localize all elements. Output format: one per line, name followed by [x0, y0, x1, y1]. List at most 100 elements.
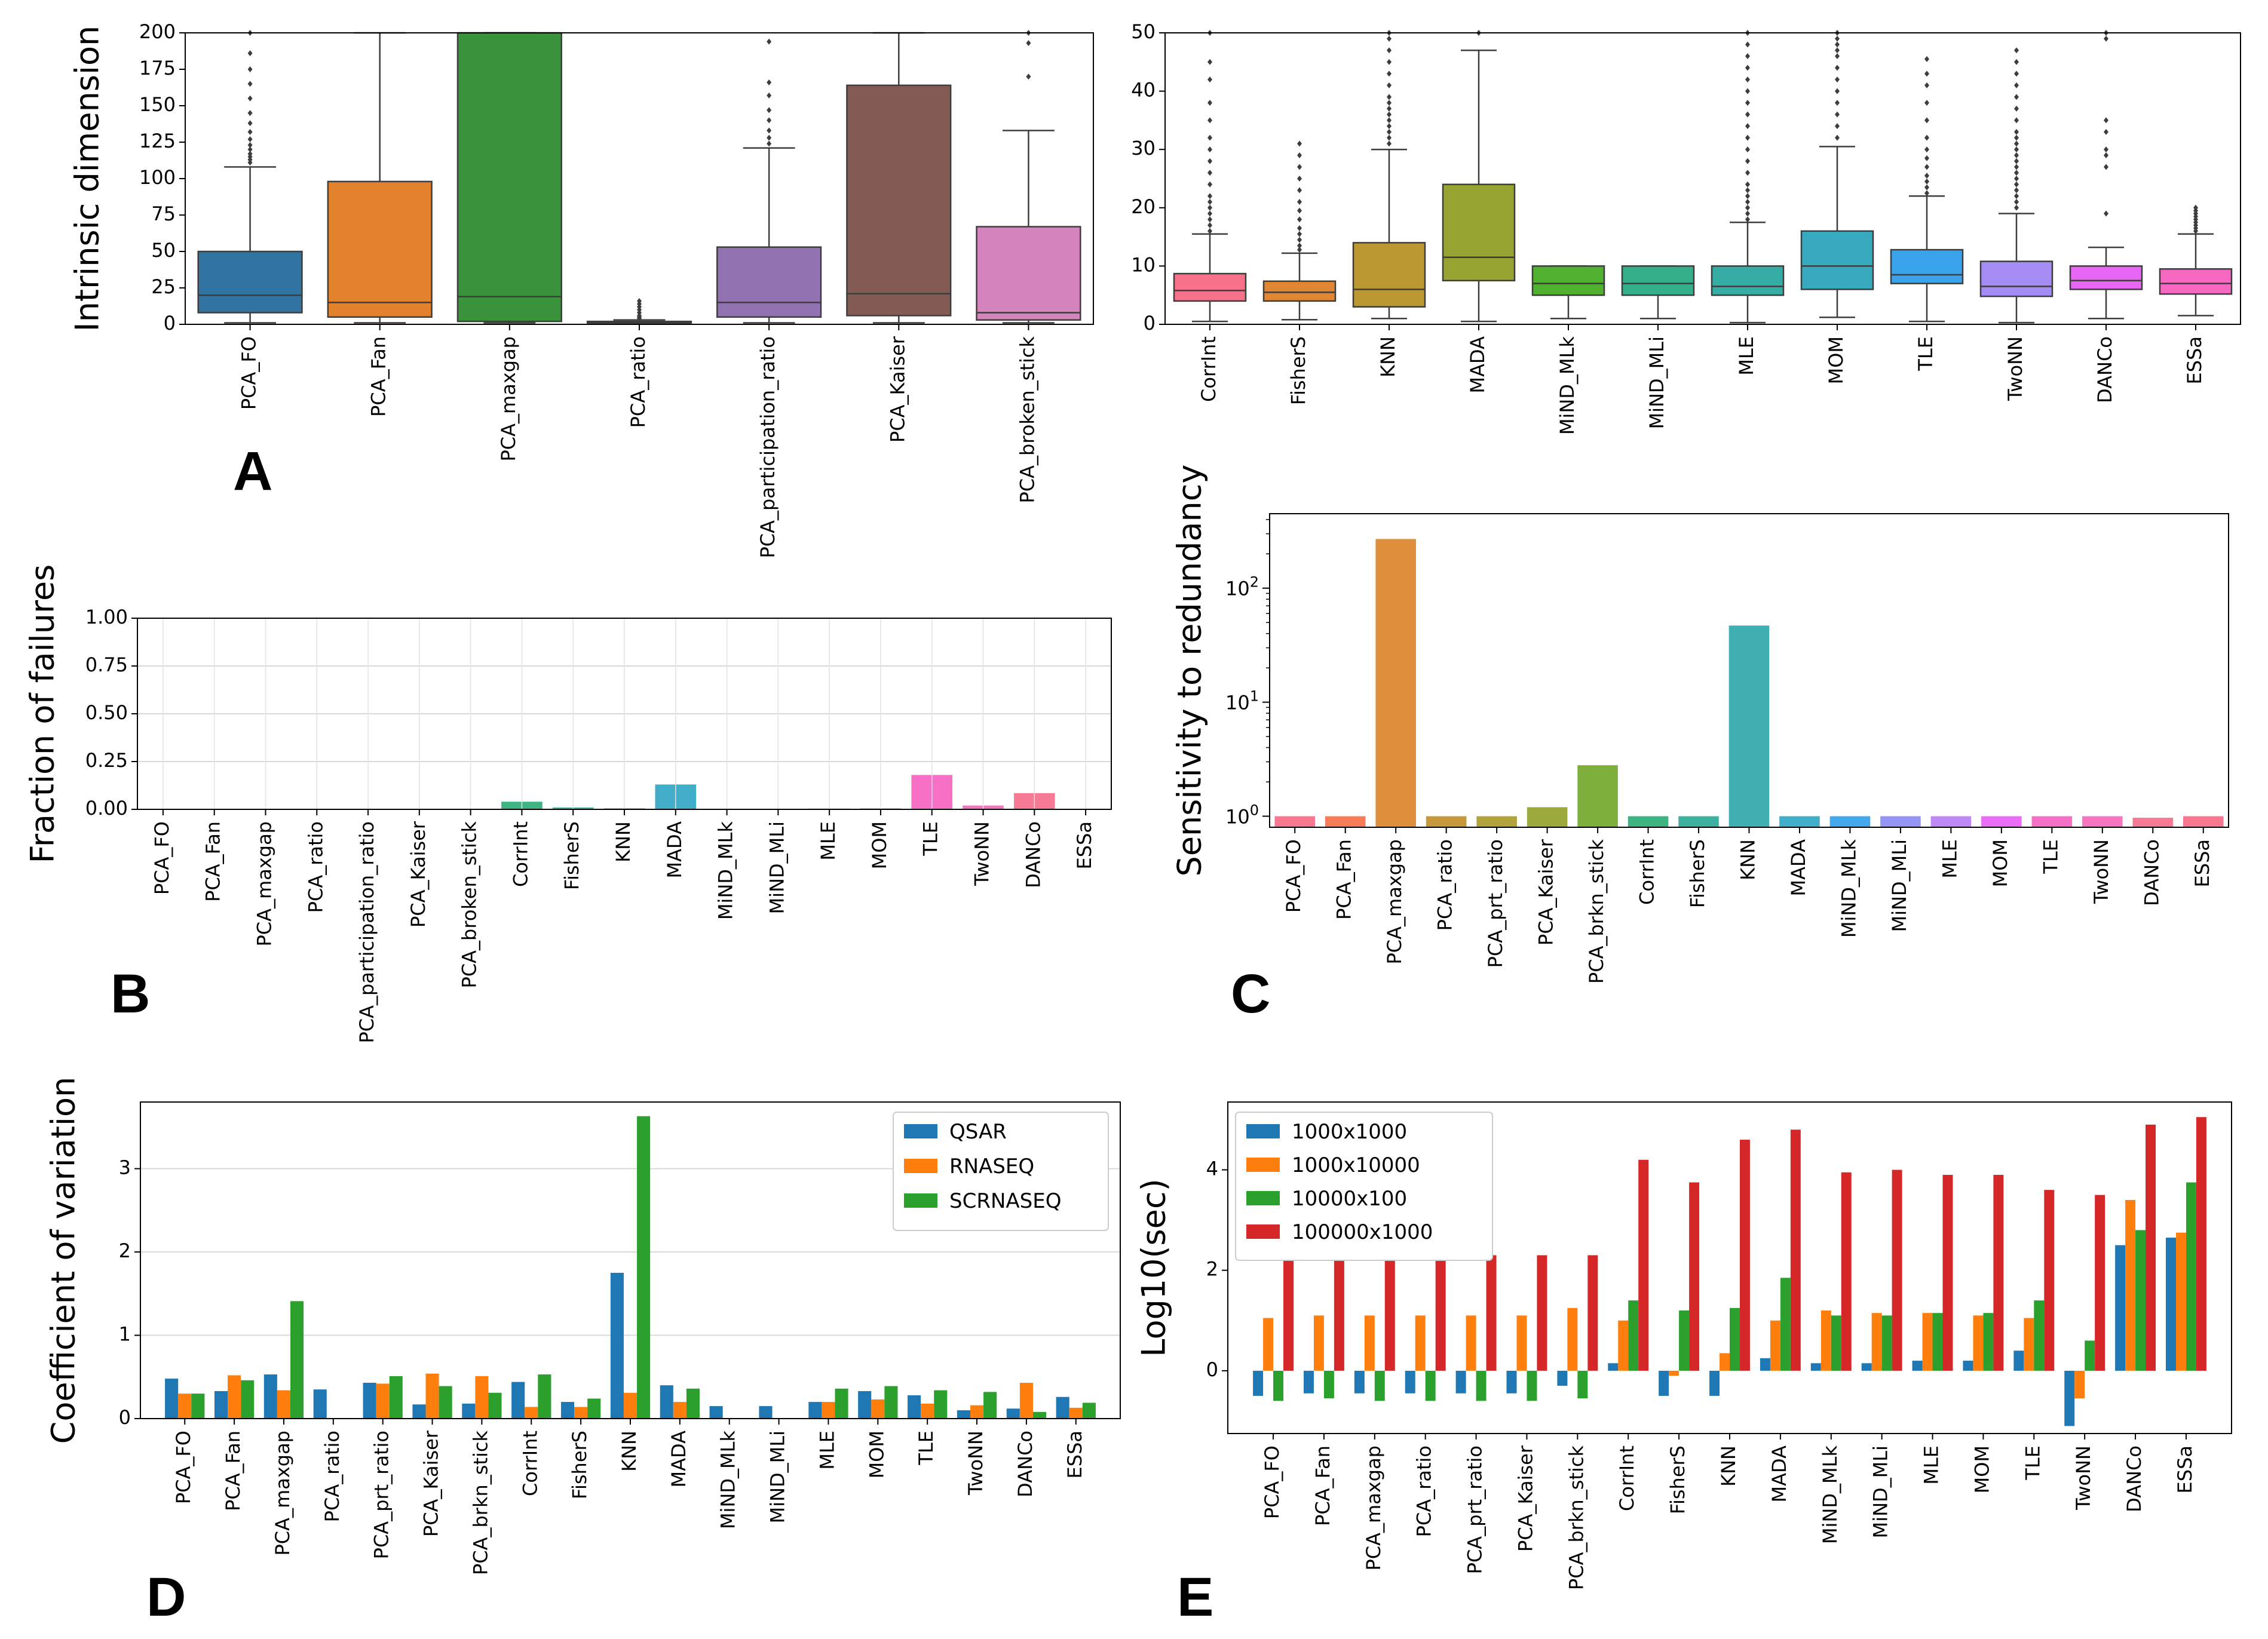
- x-tick-label: DANCo: [1014, 1431, 1037, 1497]
- outlier-point: [1387, 123, 1392, 130]
- x-tick-label: PCA_maxgap: [497, 336, 520, 461]
- bar: [1638, 1159, 1649, 1371]
- bar: [2082, 816, 2123, 827]
- outlier-point: [1387, 105, 1392, 112]
- outlier-point: [2014, 152, 2019, 158]
- x-tick-label: MADA: [1466, 336, 1489, 394]
- x-tick-label: PCA_ratio: [1413, 1445, 1436, 1537]
- bar: [709, 1406, 723, 1419]
- bar: [1082, 1402, 1096, 1419]
- bar: [1932, 1313, 1943, 1371]
- bar: [970, 1405, 984, 1419]
- outlier-point: [1297, 176, 1302, 182]
- outlier-point: [1387, 140, 1392, 147]
- bar: [1516, 1315, 1527, 1371]
- outlier-point: [2014, 199, 2019, 205]
- outlier-point: [1745, 158, 1750, 164]
- outlier-point: [1745, 181, 1750, 188]
- outlier-point: [1745, 204, 1750, 211]
- y-tick-label: 0.75: [85, 653, 128, 676]
- x-tick-label: PCA_Fan: [202, 821, 225, 902]
- bar: [165, 1379, 179, 1419]
- bar: [1780, 1278, 1791, 1371]
- bar: [686, 1388, 700, 1419]
- outlier-point: [2104, 128, 2108, 135]
- x-tick-label: MiND_MLi: [1869, 1445, 1892, 1538]
- bar: [2196, 1117, 2206, 1371]
- outlier-point: [1745, 88, 1750, 94]
- bar: [1537, 1255, 1547, 1371]
- bar: [1689, 1182, 1700, 1371]
- outlier-point: [1835, 134, 1840, 141]
- y-tick-label: 0.25: [85, 749, 128, 772]
- outlier-point: [2014, 94, 2019, 100]
- outlier-point: [2193, 204, 2198, 211]
- x-tick-label: PCA_Kaiser: [420, 1430, 443, 1537]
- outlier-point: [1207, 181, 1212, 188]
- x-tick-label: PCA_brkn_stick: [469, 1431, 492, 1576]
- x-tick-label: MiND_MLi: [1645, 336, 1668, 429]
- outlier-point: [1924, 190, 1929, 197]
- x-tick-label: MiND_MLk: [1837, 839, 1860, 938]
- outlier-point: [1387, 47, 1392, 54]
- y-tick-label: 3: [119, 1156, 131, 1179]
- bar: [908, 1395, 921, 1419]
- box: [2069, 265, 2143, 290]
- y-tick-label: 4: [1206, 1158, 1218, 1180]
- outlier-point: [1924, 82, 1929, 88]
- bar: [1963, 1361, 1973, 1371]
- outlier-point: [1297, 225, 1302, 231]
- bar: [1273, 1370, 1284, 1401]
- bar: [2024, 1318, 2034, 1371]
- legend-box: [893, 1112, 1109, 1231]
- bar: [1325, 816, 1366, 827]
- bar: [1912, 1361, 1923, 1371]
- bar: [1993, 1174, 2004, 1371]
- outlier-point: [2014, 134, 2019, 141]
- bar: [1930, 816, 1972, 827]
- x-tick-label: CorrInt: [1636, 839, 1659, 905]
- outlier-point: [1924, 173, 1929, 179]
- x-tick-label: PCA_ratio: [304, 821, 327, 913]
- bar: [1577, 1370, 1588, 1399]
- outlier-point: [1297, 164, 1302, 170]
- bar: [1466, 1315, 1476, 1371]
- bar: [412, 1404, 426, 1419]
- bar: [1942, 1174, 1953, 1371]
- bar: [983, 1392, 997, 1419]
- bar: [1435, 1255, 1446, 1371]
- outlier-point: [1924, 155, 1929, 161]
- bar: [1274, 816, 1316, 827]
- outlier-point: [1835, 76, 1840, 83]
- bar: [1557, 1370, 1568, 1386]
- outlier-point: [2014, 204, 2019, 211]
- outlier-point: [2104, 117, 2108, 124]
- outlier-point: [1207, 193, 1212, 199]
- bar: [1820, 1310, 1831, 1371]
- outlier-point: [1387, 70, 1392, 77]
- x-tick-label: PCA_FO: [238, 336, 260, 410]
- x-tick-label: MiND_MLk: [717, 1431, 740, 1530]
- box: [1979, 260, 2054, 297]
- outlier-point: [1207, 76, 1212, 83]
- outlier-point: [1207, 210, 1212, 217]
- outlier-point: [2014, 146, 2019, 153]
- x-tick-label: PCA_Kaiser: [407, 821, 430, 928]
- bar: [921, 1403, 934, 1419]
- outlier-point: [1387, 111, 1392, 118]
- bar: [1056, 1396, 1069, 1419]
- outlier-point: [1835, 111, 1840, 118]
- bar: [1983, 1313, 1994, 1371]
- bar: [1476, 1370, 1487, 1401]
- bar: [1527, 1370, 1537, 1401]
- y-tick-label: 0.50: [85, 701, 128, 724]
- bar: [1720, 1353, 1730, 1371]
- bar: [488, 1392, 502, 1419]
- bar: [2125, 1199, 2136, 1371]
- x-tick-label: PCA_maxgap: [1362, 1445, 1385, 1570]
- y-tick-label: 50: [1131, 20, 1156, 43]
- x-tick-label: TwoNN: [971, 821, 994, 886]
- panel-label: B: [111, 963, 150, 1024]
- bar: [2166, 1238, 2176, 1371]
- outlier-point: [2014, 164, 2019, 170]
